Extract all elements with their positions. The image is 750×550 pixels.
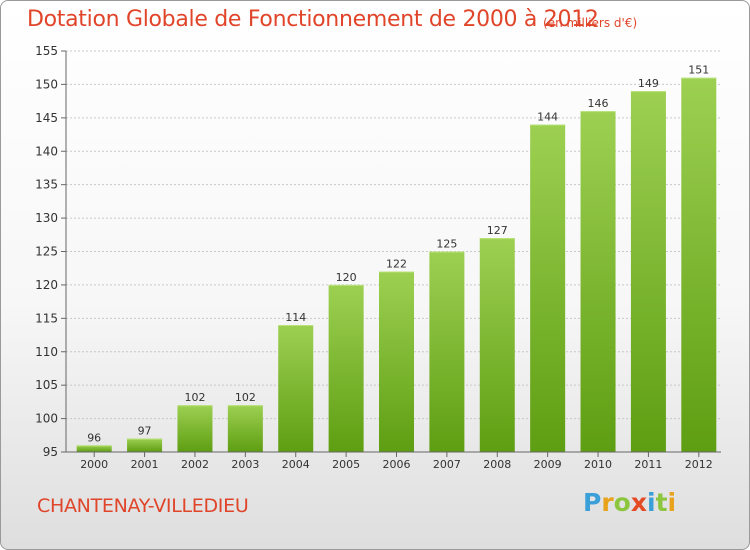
x-tick-label: 2010 — [584, 458, 612, 471]
y-tick-label: 150 — [35, 77, 58, 91]
y-tick-label: 130 — [35, 211, 58, 225]
x-tick-label: 2001 — [131, 458, 159, 471]
bar[interactable] — [479, 238, 515, 452]
x-tick-label: 2004 — [282, 458, 310, 471]
logo-letter: x — [630, 488, 647, 517]
x-tick-label: 2000 — [80, 458, 108, 471]
logo-letter: o — [613, 488, 631, 517]
y-tick-label: 140 — [35, 144, 58, 158]
bar-value-label: 120 — [336, 271, 357, 284]
bar[interactable] — [580, 111, 616, 453]
x-tick-label: 2009 — [534, 458, 562, 471]
bar[interactable] — [278, 325, 314, 452]
x-tick-label: 2007 — [433, 458, 461, 471]
bar-value-label: 127 — [487, 224, 508, 237]
axes: 95 100 105 110 115 120 125 130 135 140 145 150 155 20… — [35, 44, 721, 471]
bar-value-label: 102 — [235, 391, 256, 404]
bar-value-label: 149 — [638, 77, 659, 90]
y-tick-label: 110 — [35, 345, 58, 359]
bar[interactable] — [328, 284, 364, 452]
bars: 96 97 102 102 114 120 122 125 127 144 146 149 151 — [76, 64, 717, 453]
bar-value-label: 122 — [386, 258, 407, 271]
y-tick-label: 155 — [35, 44, 58, 58]
bar[interactable] — [227, 405, 263, 452]
logo-letter: i — [667, 488, 677, 517]
x-tick-label: 2006 — [383, 458, 411, 471]
logo-letter: P — [583, 488, 602, 517]
bar[interactable] — [429, 251, 465, 453]
commune-name: CHANTENAY-VILLEDIEU — [37, 495, 249, 517]
bar[interactable] — [379, 271, 414, 452]
chart-title: Dotation Globale de Fonctionnement de 20… — [27, 7, 599, 32]
x-tick-label: 2012 — [685, 458, 713, 471]
y-tick-label: 135 — [35, 178, 58, 192]
bar-value-label: 144 — [537, 111, 558, 124]
bar[interactable] — [177, 405, 213, 452]
bar-value-label: 114 — [285, 311, 306, 324]
y-tick-label: 125 — [35, 245, 58, 259]
bar-value-label: 151 — [688, 64, 709, 77]
x-tick-label: 2011 — [634, 458, 662, 471]
x-tick-label: 2005 — [332, 458, 360, 471]
y-tick-label: 145 — [35, 111, 58, 125]
y-tick-label: 100 — [35, 412, 58, 426]
logo-letter: t — [655, 488, 668, 517]
bar[interactable] — [630, 91, 666, 452]
y-tick-label: 120 — [35, 278, 58, 292]
bar[interactable] — [76, 445, 112, 452]
chart-unit: (en milliers d'€) — [543, 16, 638, 30]
bar[interactable] — [127, 438, 163, 452]
bar[interactable] — [681, 77, 717, 452]
y-tick-label: 115 — [35, 311, 58, 325]
bar-value-label: 96 — [87, 431, 101, 444]
logo-letter: i — [647, 488, 656, 517]
bar[interactable] — [530, 124, 566, 453]
x-tick-label: 2008 — [483, 458, 511, 471]
x-tick-label: 2003 — [231, 458, 259, 471]
bar-value-label: 125 — [436, 238, 457, 251]
y-tick-label: 95 — [43, 445, 58, 459]
y-tick-label: 105 — [35, 378, 58, 392]
x-tick-label: 2002 — [181, 458, 209, 471]
bar-value-label: 102 — [184, 391, 205, 404]
bar-value-label: 146 — [588, 97, 609, 110]
logo-letter: r — [601, 488, 614, 517]
bar-value-label: 97 — [138, 425, 152, 438]
proxiti-logo[interactable]: Proxiti — [583, 488, 676, 517]
